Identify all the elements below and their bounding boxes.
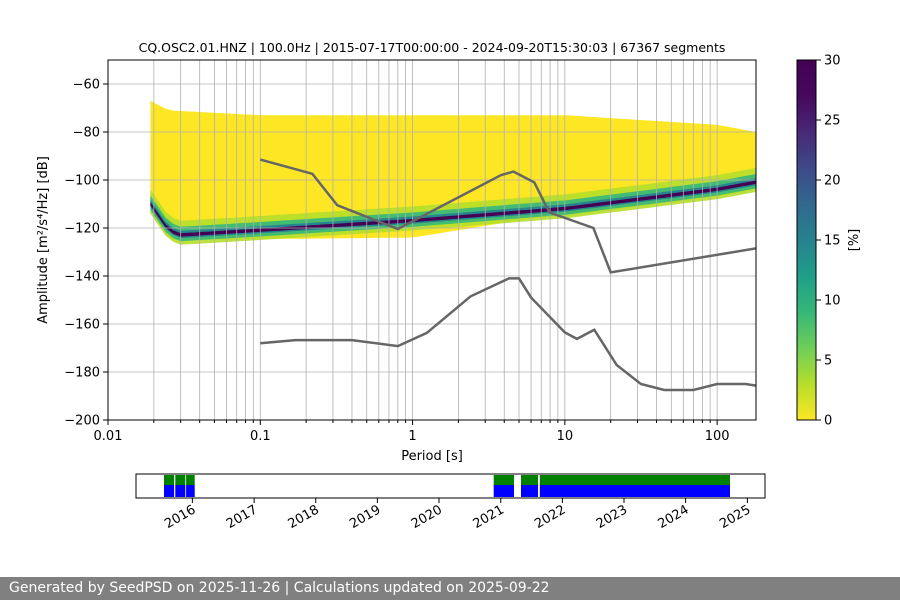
availability-bar-top (186, 475, 195, 485)
availability-bar-top (164, 475, 175, 485)
timeline-axis: 2016 2017 2018 2019 2020 2021 2022 2023 2024 2025 (162, 498, 753, 532)
footer-separator: | (284, 580, 290, 596)
x-tick-label: 0.01 (94, 429, 123, 444)
availability-bar-bottom (493, 485, 514, 497)
colorbar-tick-label: 25 (824, 114, 841, 129)
availability-bar-top (539, 475, 730, 485)
timeline-tick-label: 2021 (471, 502, 507, 532)
footer-generated-prefix: Generated by SeedPSD on (9, 580, 195, 596)
x-tick-label: 0.1 (250, 429, 271, 444)
footer-updated-prefix: Calculations updated on (293, 580, 464, 596)
psd-density (150, 100, 756, 245)
timeline-tick-label: 2024 (655, 502, 691, 532)
timeline-tick-label: 2019 (347, 502, 383, 532)
y-tick-label: −160 (64, 318, 100, 333)
footer-generated-date: 2025-11-26 (198, 580, 281, 596)
availability-bar-top (175, 475, 186, 485)
colorbar-axis: 0 5 10 15 20 25 30 (816, 54, 841, 429)
colorbar-tick-label: 30 (824, 54, 841, 69)
y-tick-label: −200 (64, 414, 100, 429)
colorbar (796, 59, 817, 421)
data-availability-timeline (164, 475, 730, 497)
noise-model-high (259, 158, 756, 274)
y-tick-label: −60 (73, 78, 100, 93)
timeline-tick-label: 2023 (594, 502, 630, 532)
colorbar-tick-label: 15 (824, 234, 841, 249)
timeline-frame (135, 473, 766, 499)
timeline-tick-label: 2018 (286, 502, 322, 532)
plot-frame (107, 59, 757, 421)
timeline-tick-label: 2022 (532, 502, 568, 532)
x-axis-label: Period [s] (401, 449, 463, 464)
y-axis: −200 −180 −160 −140 −120 −100 −80 −60 (64, 78, 108, 429)
availability-bar-bottom (175, 485, 186, 497)
availability-bar-bottom (164, 485, 175, 497)
x-tick-label: 10 (557, 429, 574, 444)
y-axis-label: Amplitude [m²/s⁴/Hz] [dB] (36, 156, 51, 324)
y-tick-label: −100 (64, 174, 100, 189)
timeline-tick-label: 2017 (224, 502, 260, 532)
x-tick-label: 100 (705, 429, 730, 444)
noise-model-low (260, 277, 756, 392)
colorbar-tick-label: 20 (824, 174, 841, 189)
footer-updated-date: 2025-09-22 (468, 580, 550, 596)
colorbar-label: [%] (847, 229, 862, 252)
availability-bar-bottom (186, 485, 195, 497)
availability-bar-bottom (521, 485, 538, 497)
timeline-tick-label: 2016 (162, 502, 198, 532)
availability-bar-top (521, 475, 538, 485)
colorbar-tick-label: 10 (824, 294, 841, 309)
y-tick-label: −140 (64, 270, 100, 285)
footer-bar: Generated by SeedPSD on 2025-11-26 | Cal… (0, 577, 900, 600)
timeline-tick-label: 2025 (717, 502, 753, 532)
y-tick-label: −120 (64, 222, 100, 237)
colorbar-tick-label: 0 (824, 414, 832, 429)
y-tick-label: −180 (64, 366, 100, 381)
availability-bar-bottom (539, 485, 730, 497)
colorbar-tick-label: 5 (824, 354, 832, 369)
availability-bar-top (493, 475, 514, 485)
chart-title: CQ.OSC2.01.HNZ | 100.0Hz | 2015-07-17T00… (139, 40, 726, 55)
grid-lines (108, 60, 756, 420)
timeline-tick-label: 2020 (409, 502, 445, 532)
x-tick-label: 1 (408, 429, 416, 444)
x-axis: 0.01 0.1 1 10 100 (94, 420, 730, 444)
y-tick-label: −80 (73, 126, 100, 141)
noise-model-curves (259, 158, 756, 392)
